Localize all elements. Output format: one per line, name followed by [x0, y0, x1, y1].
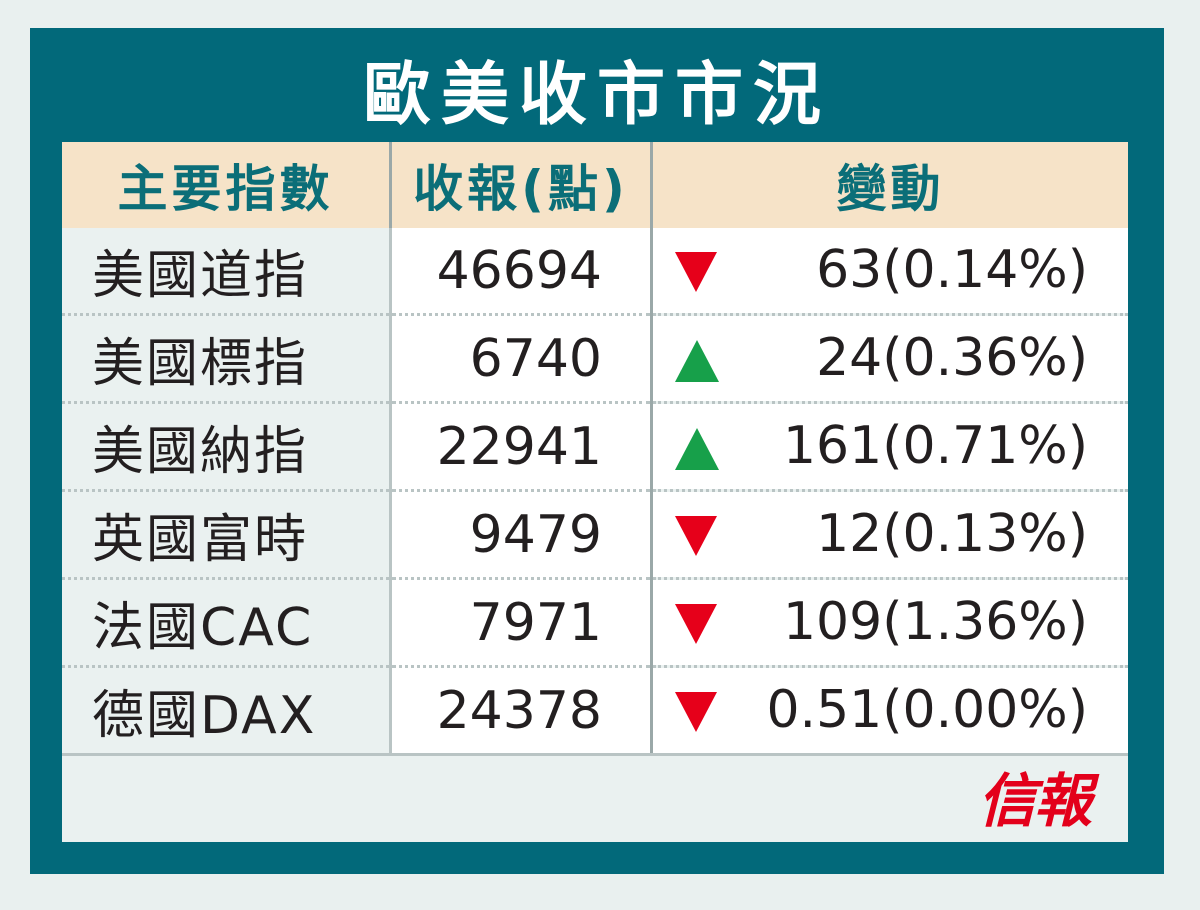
- close-value: 7971: [390, 578, 653, 668]
- brand-logo: 信報: [977, 767, 1092, 835]
- table-header-row: 主要指數 收報(點) 變動: [62, 142, 1128, 228]
- table-row: 英國富時 9479 12(0.13%): [62, 490, 1128, 580]
- market-summary-frame: 歐美收市市況 主要指數 收報(點) 變動 美國道指 46694 63(0.14%…: [30, 28, 1164, 874]
- change-cell: 109(1.36%): [651, 578, 1128, 668]
- index-name: 美國標指: [62, 314, 392, 404]
- index-name: 美國道指: [62, 228, 392, 316]
- down-arrow-icon: [675, 692, 717, 732]
- change-value: 63(0.14%): [816, 240, 1088, 300]
- close-value: 24378: [390, 666, 653, 756]
- up-arrow-icon: [675, 340, 719, 382]
- index-name: 英國富時: [62, 490, 392, 580]
- change-cell: 24(0.36%): [651, 314, 1128, 404]
- change-value: 24(0.36%): [816, 328, 1088, 388]
- change-cell: 161(0.71%): [651, 402, 1128, 492]
- change-value: 161(0.71%): [782, 416, 1088, 476]
- up-arrow-icon: [675, 428, 719, 470]
- market-table-panel: 主要指數 收報(點) 變動 美國道指 46694 63(0.14%) 美國標指 …: [62, 142, 1128, 842]
- change-value: 0.51(0.00%): [766, 680, 1088, 740]
- header-close: 收報(點): [390, 142, 653, 228]
- down-arrow-icon: [675, 604, 717, 644]
- header-change: 變動: [651, 142, 1128, 228]
- table-row: 美國標指 6740 24(0.36%): [62, 314, 1128, 404]
- index-name: 德國DAX: [62, 666, 392, 756]
- page-title: 歐美收市市況: [362, 56, 831, 135]
- change-cell: 63(0.14%): [651, 228, 1128, 316]
- close-value: 9479: [390, 490, 653, 580]
- down-arrow-icon: [675, 516, 717, 556]
- table-row: 法國CAC 7971 109(1.36%): [62, 578, 1128, 668]
- table-row: 美國道指 46694 63(0.14%): [62, 228, 1128, 316]
- down-arrow-icon: [675, 252, 717, 292]
- index-name: 法國CAC: [62, 578, 392, 668]
- table-row: 美國納指 22941 161(0.71%): [62, 402, 1128, 492]
- change-cell: 0.51(0.00%): [651, 666, 1128, 756]
- market-table: 主要指數 收報(點) 變動 美國道指 46694 63(0.14%) 美國標指 …: [62, 142, 1128, 756]
- index-name: 美國納指: [62, 402, 392, 492]
- change-value: 12(0.13%): [816, 504, 1088, 564]
- close-value: 46694: [390, 228, 653, 316]
- change-cell: 12(0.13%): [651, 490, 1128, 580]
- close-value: 22941: [390, 402, 653, 492]
- header-index: 主要指數: [62, 142, 392, 228]
- change-value: 109(1.36%): [782, 592, 1088, 652]
- close-value: 6740: [390, 314, 653, 404]
- table-row: 德國DAX 24378 0.51(0.00%): [62, 666, 1128, 756]
